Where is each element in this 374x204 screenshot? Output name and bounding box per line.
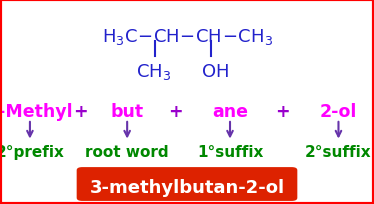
Text: +: + — [73, 102, 88, 120]
Text: root word: root word — [85, 144, 169, 160]
Text: 3-Methyl: 3-Methyl — [0, 102, 73, 120]
Text: 1°suffix: 1°suffix — [197, 144, 263, 160]
FancyBboxPatch shape — [77, 167, 297, 201]
Text: $\rm CH_3$: $\rm CH_3$ — [136, 61, 171, 81]
Text: $\rm H_3C\!-\!CH\!-\!CH\!-\!CH_3$: $\rm H_3C\!-\!CH\!-\!CH\!-\!CH_3$ — [101, 27, 273, 47]
Text: +: + — [275, 102, 290, 120]
Text: 2-ol: 2-ol — [320, 102, 357, 120]
Text: but: but — [111, 102, 144, 120]
Text: 2°suffix: 2°suffix — [305, 144, 372, 160]
Text: 2°prefix: 2°prefix — [0, 144, 64, 160]
Text: +: + — [168, 102, 183, 120]
Text: ane: ane — [212, 102, 248, 120]
Text: 3-methylbutan-2-ol: 3-methylbutan-2-ol — [89, 178, 285, 196]
Text: $\rm OH$: $\rm OH$ — [201, 62, 229, 80]
